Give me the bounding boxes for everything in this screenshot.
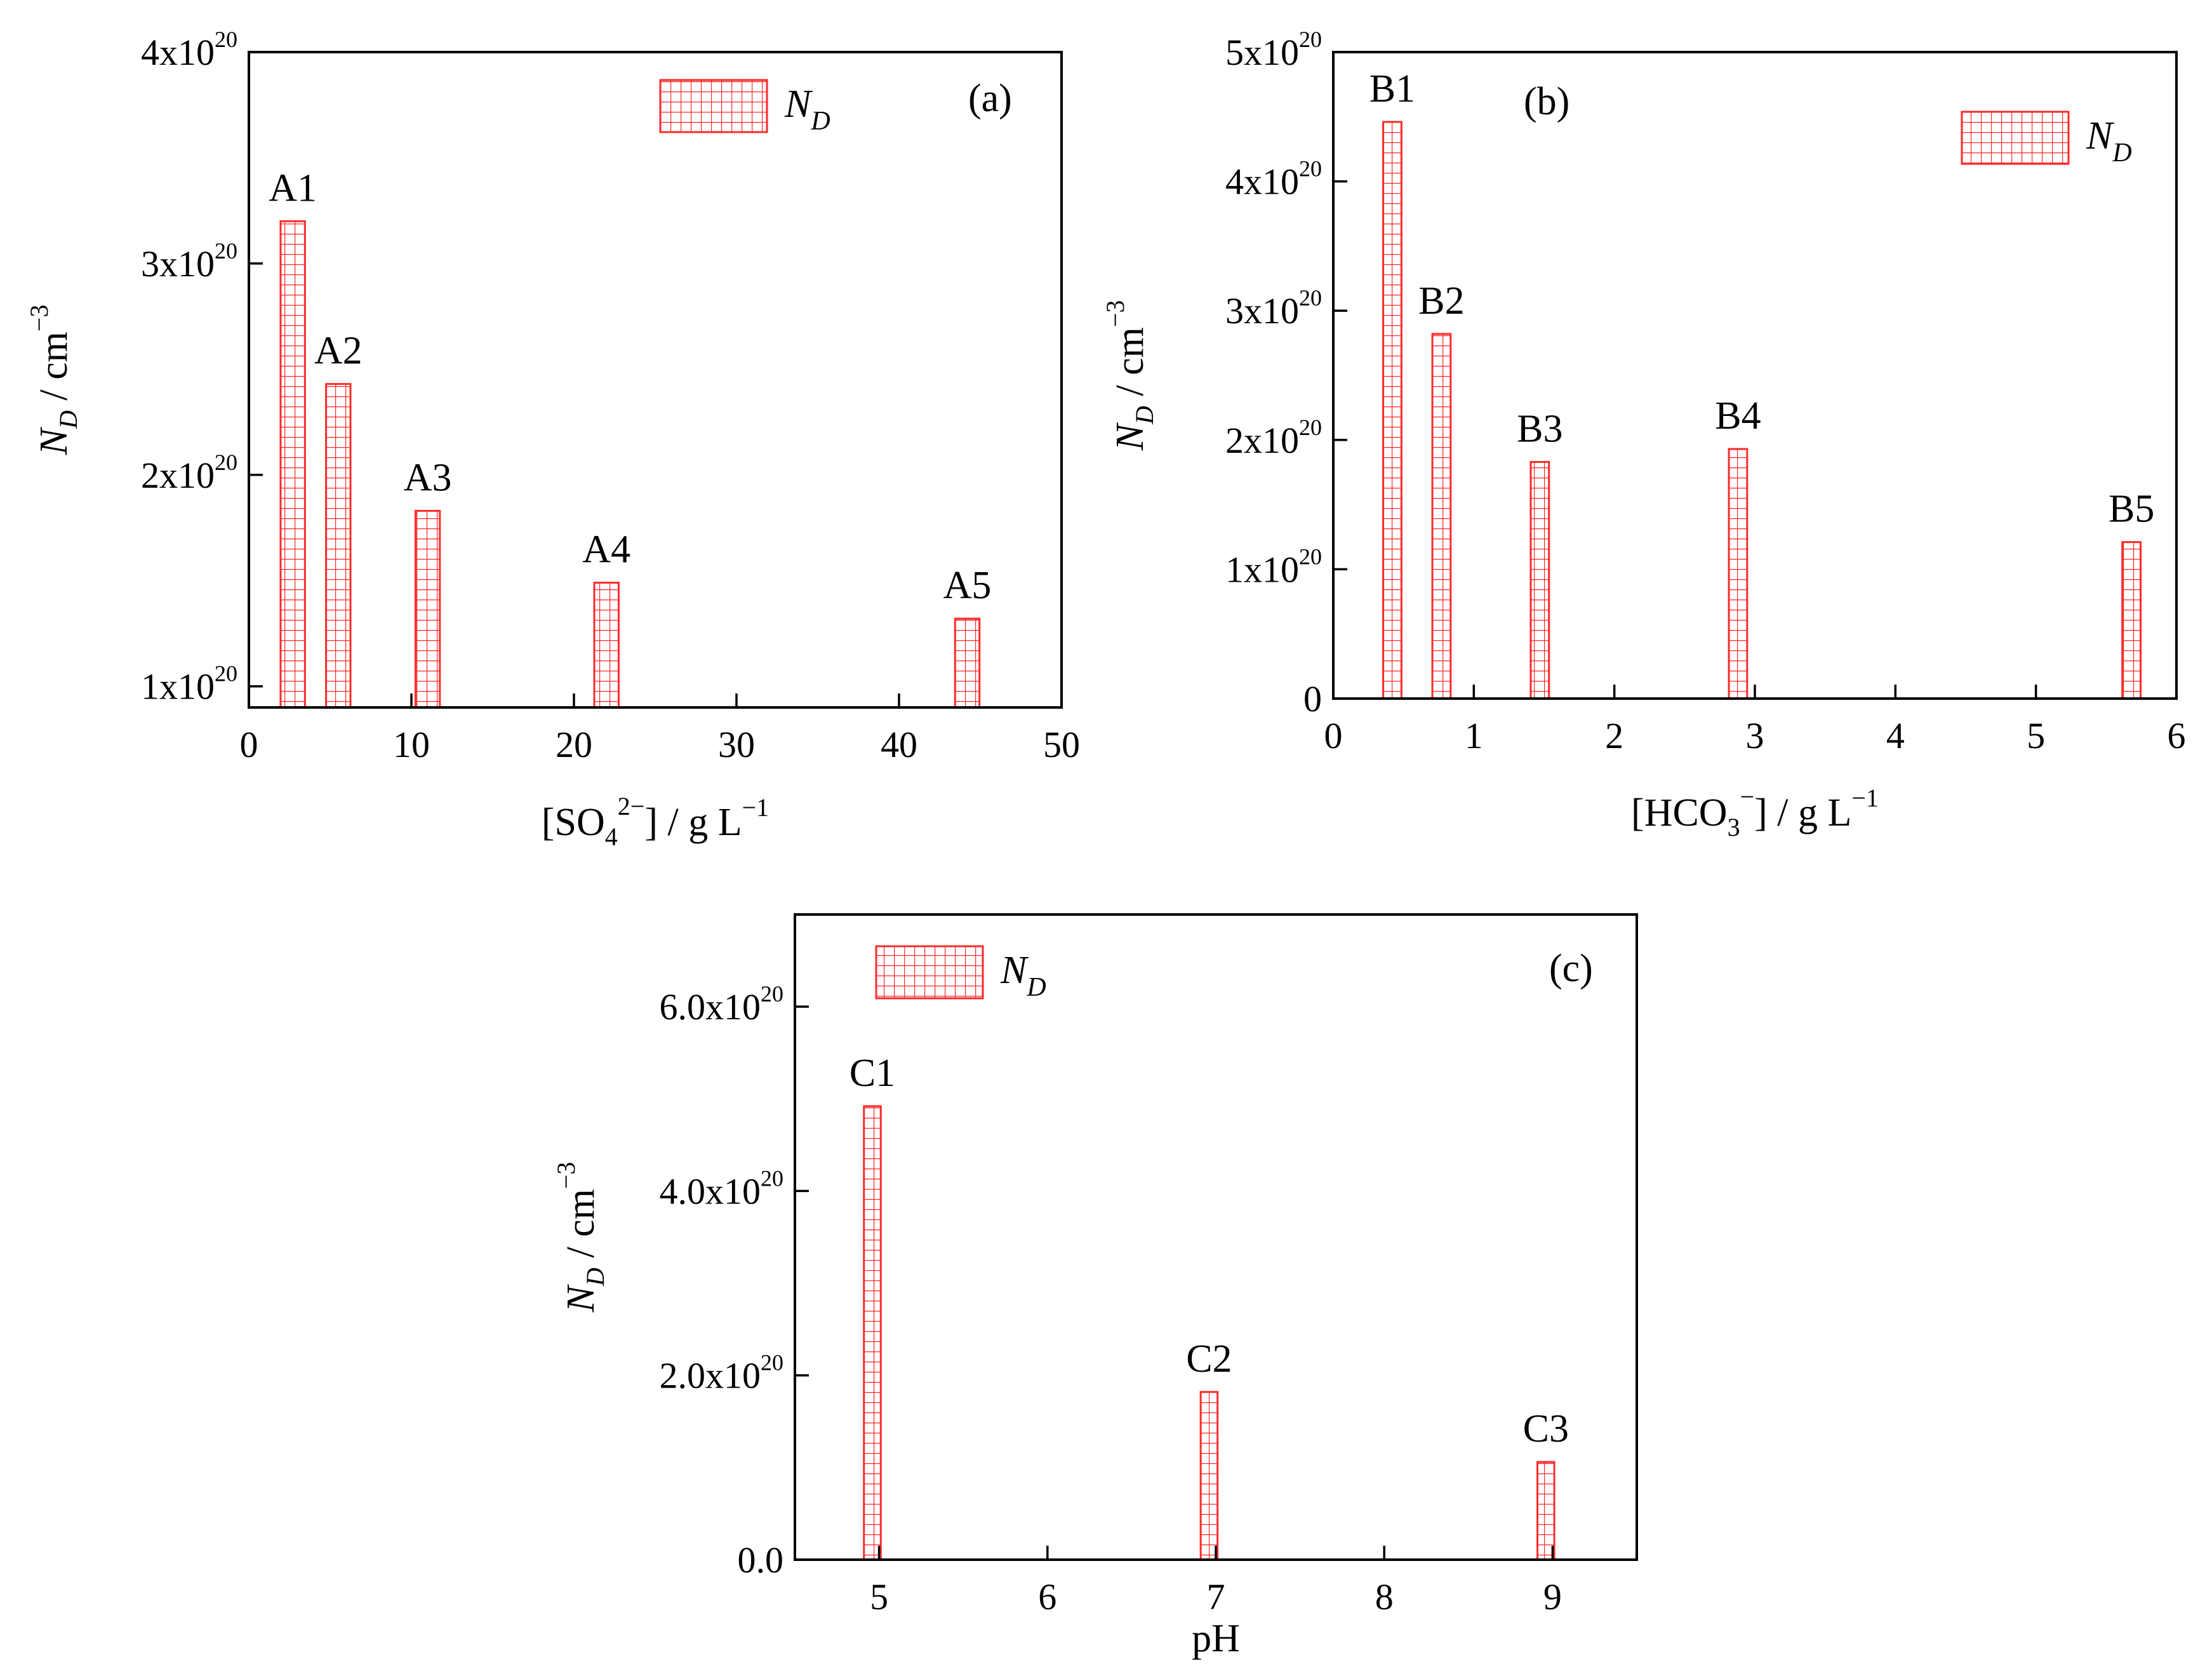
y-tick-label: 0	[1303, 678, 1322, 720]
legend-swatch	[1961, 110, 2070, 165]
bar-c1	[863, 1105, 882, 1561]
y-axis-label: ND / cm−3	[1101, 300, 1159, 452]
legend-label: ND	[2086, 114, 2132, 168]
bar-label-b5: B5	[2109, 488, 2154, 531]
x-tick-label: 2	[1605, 715, 1623, 756]
bar-b4	[1728, 448, 1749, 700]
x-tick-label: 10	[393, 724, 430, 765]
x-axis-label: [SO42−] / g L−1	[542, 792, 769, 851]
bar-c2	[1199, 1391, 1219, 1561]
y-tick-label: 2x1020	[141, 450, 237, 496]
y-tick-label: 3x1020	[141, 238, 237, 285]
panel-tag: (a)	[968, 77, 1012, 120]
panel-c: C1 C2 C3 5 6 7 8 9 0.0 2.0x1020 4.0x1020 6.0x1020 pH…	[552, 913, 1638, 1660]
x-tick-label: 6	[2168, 715, 2186, 756]
bar-a5	[954, 617, 981, 709]
x-tick-label: 7	[1207, 1576, 1225, 1617]
legend-label: ND	[1000, 949, 1046, 1002]
bar-a1	[279, 220, 306, 709]
bar-label-c2: C2	[1186, 1337, 1232, 1381]
y-tick-label: 2x1020	[1225, 415, 1322, 461]
bar-label-a5: A5	[943, 564, 992, 607]
x-tick-label: 4	[1886, 715, 1905, 756]
legend-label: ND	[784, 83, 830, 136]
y-tick-label: 2.0x1020	[660, 1350, 784, 1396]
bar-b3	[1529, 460, 1550, 700]
bar-a3	[414, 509, 441, 709]
y-tick-label: 1x1020	[1225, 544, 1322, 590]
bar-b5	[2121, 541, 2142, 700]
bar-b2	[1431, 333, 1452, 700]
x-tick-label: 9	[1543, 1576, 1562, 1617]
bar-label-b3: B3	[1517, 407, 1562, 450]
bar-label-a1: A1	[269, 166, 317, 210]
y-tick-label: 4.0x1020	[660, 1165, 784, 1212]
panel-tag: (c)	[1549, 947, 1593, 990]
x-tick-label: 8	[1375, 1576, 1394, 1617]
bar-label-a4: A4	[582, 528, 630, 572]
x-tick-label: 50	[1043, 724, 1080, 765]
bar-a2	[325, 383, 352, 709]
bar-label-c3: C3	[1523, 1407, 1569, 1450]
bar-a4	[593, 582, 620, 709]
x-tick-label: 20	[556, 724, 592, 765]
x-tick-label: 6	[1038, 1576, 1056, 1617]
panel-b: B1 B2 B3 B4 B5 0 1 2 3 4 5 6 0 1x1020 2x1020 3x1020 4x10…	[1101, 27, 2186, 841]
bar-b1	[1382, 121, 1402, 700]
y-tick-label: 5x1020	[1225, 27, 1322, 73]
x-axis-label: [HCO3−] / g L−1	[1631, 782, 1879, 841]
x-tick-label: 5	[870, 1576, 888, 1617]
bar-c3	[1536, 1461, 1556, 1561]
bar-label-a2: A2	[314, 330, 363, 373]
legend-swatch	[875, 945, 984, 1000]
x-tick-label: 30	[718, 724, 755, 765]
y-tick-label: 4x1020	[1225, 156, 1322, 203]
panel-a: A1 A2 A3 A4 A5 0 10 20 30 40 50 1x1020 2x1020 3x1020 4…	[25, 27, 1080, 851]
y-tick-label: 4x1020	[141, 27, 237, 73]
bar-label-b4: B4	[1715, 394, 1761, 438]
bar-label-a3: A3	[404, 456, 452, 499]
bar-label-c1: C1	[849, 1052, 895, 1095]
y-tick-label: 1x1020	[141, 661, 237, 707]
legend-swatch	[659, 79, 768, 133]
y-tick-label: 3x1020	[1225, 285, 1322, 331]
bar-label-b1: B1	[1369, 67, 1415, 110]
x-axis-label: pH	[1192, 1617, 1240, 1660]
bar-label-b2: B2	[1418, 279, 1464, 323]
x-tick-label: 40	[881, 724, 917, 765]
x-tick-label: 0	[240, 724, 258, 765]
y-axis-label: ND / cm−3	[25, 305, 83, 456]
plot-frame	[248, 51, 1063, 709]
x-tick-label: 1	[1465, 715, 1483, 756]
x-tick-label: 5	[2027, 715, 2045, 756]
y-axis-label: ND / cm−3	[552, 1162, 610, 1313]
y-tick-label: 0.0	[738, 1539, 784, 1581]
x-tick-label: 0	[1324, 715, 1343, 756]
x-tick-label: 3	[1746, 715, 1764, 756]
panel-tag: (b)	[1524, 80, 1569, 123]
y-tick-label: 6.0x1020	[660, 981, 784, 1028]
